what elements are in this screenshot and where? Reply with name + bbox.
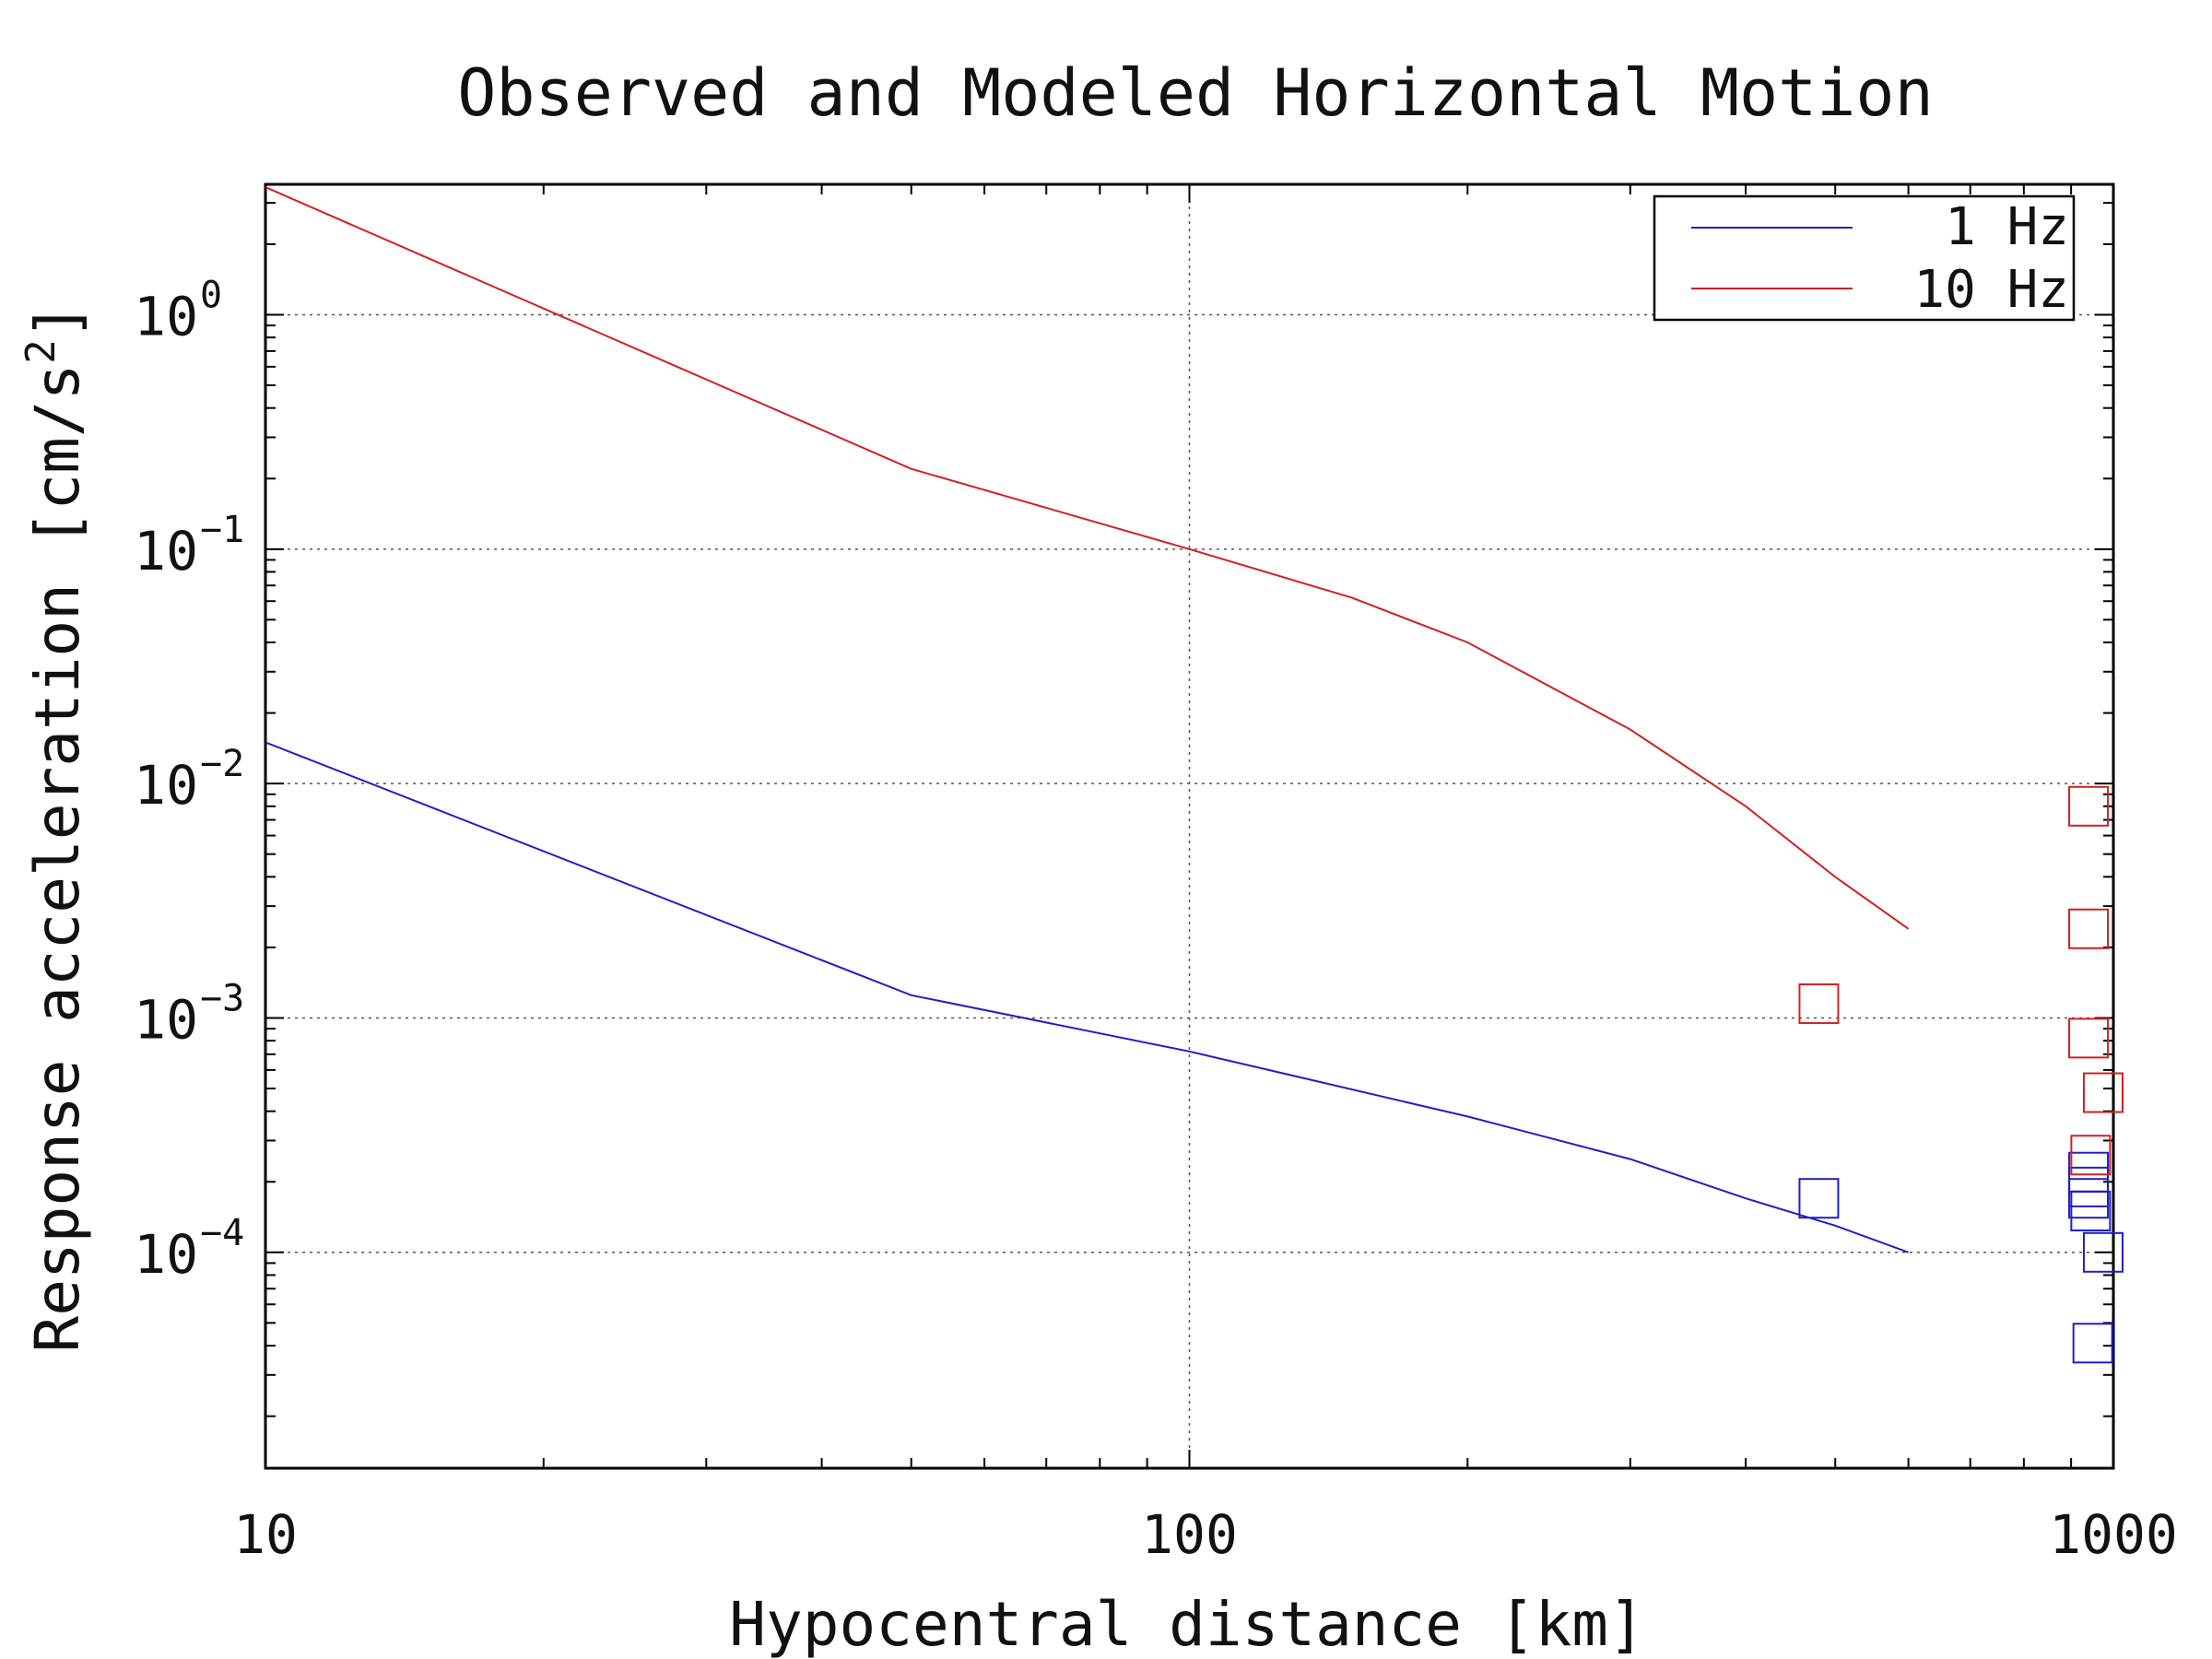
x-axis-label: Hypocentral distance [km] <box>729 1589 1644 1659</box>
y-tick-exponent: −3 <box>200 977 244 1019</box>
series-line-0 <box>265 741 1909 1253</box>
legend: 1 Hz 10 Hz <box>1653 194 2076 322</box>
series-lines <box>265 186 1910 1253</box>
observed-point-0 <box>2072 1323 2113 1364</box>
observed-point-0 <box>2068 1166 2110 1207</box>
x-tick-label: 10 <box>233 1503 298 1566</box>
observed-point-1 <box>2068 785 2110 827</box>
observed-point-1 <box>2070 1135 2112 1176</box>
y-tick-label: 10 <box>134 988 198 1051</box>
y-axis-label-superscript: 2 <box>18 339 65 364</box>
y-axis-label-text: Response acceleration [cm/s <box>22 364 93 1353</box>
legend-label-1hz: 1 Hz <box>1945 197 2069 257</box>
x-tick-labels: 10 100 1000 <box>233 1503 2178 1566</box>
observed-point-0 <box>1798 1178 1840 1219</box>
y-tick-label: 10 <box>134 1223 198 1286</box>
y-axis-label-close: ] <box>22 302 93 339</box>
y-tick-label: 10 <box>134 754 198 817</box>
y-tick-exponent: −1 <box>200 509 244 551</box>
y-tick-exponent: −2 <box>200 743 244 785</box>
observed-markers <box>1798 785 2124 1364</box>
y-tick-exponent: 0 <box>200 274 222 316</box>
y-tick-label: 10 <box>134 285 198 347</box>
legend-box <box>1653 194 2076 322</box>
legend-label-10hz: 10 Hz <box>1913 260 2069 320</box>
y-tick-exponent: −4 <box>200 1212 244 1254</box>
observed-point-0 <box>2082 1231 2124 1273</box>
series-line-1 <box>265 186 1910 930</box>
chart-title: Observed and Modeled Horizontal Motion <box>457 55 1933 131</box>
y-tick-label: 10 <box>134 520 198 582</box>
observed-point-0 <box>2068 1151 2110 1193</box>
plot-frame <box>264 182 2115 1470</box>
x-tick-label: 100 <box>1141 1503 1238 1566</box>
grid-lines <box>265 184 2113 1468</box>
observed-point-1 <box>2068 1018 2110 1059</box>
observed-point-1 <box>2082 1072 2124 1113</box>
observed-point-1 <box>1798 983 1840 1025</box>
y-axis-label: Response acceleration [cm/s2] <box>18 302 93 1352</box>
observed-point-0 <box>2070 1191 2112 1232</box>
observed-point-1 <box>2068 908 2110 949</box>
observed-point-0 <box>2068 1178 2110 1219</box>
x-tick-label: 1000 <box>2049 1503 2178 1566</box>
